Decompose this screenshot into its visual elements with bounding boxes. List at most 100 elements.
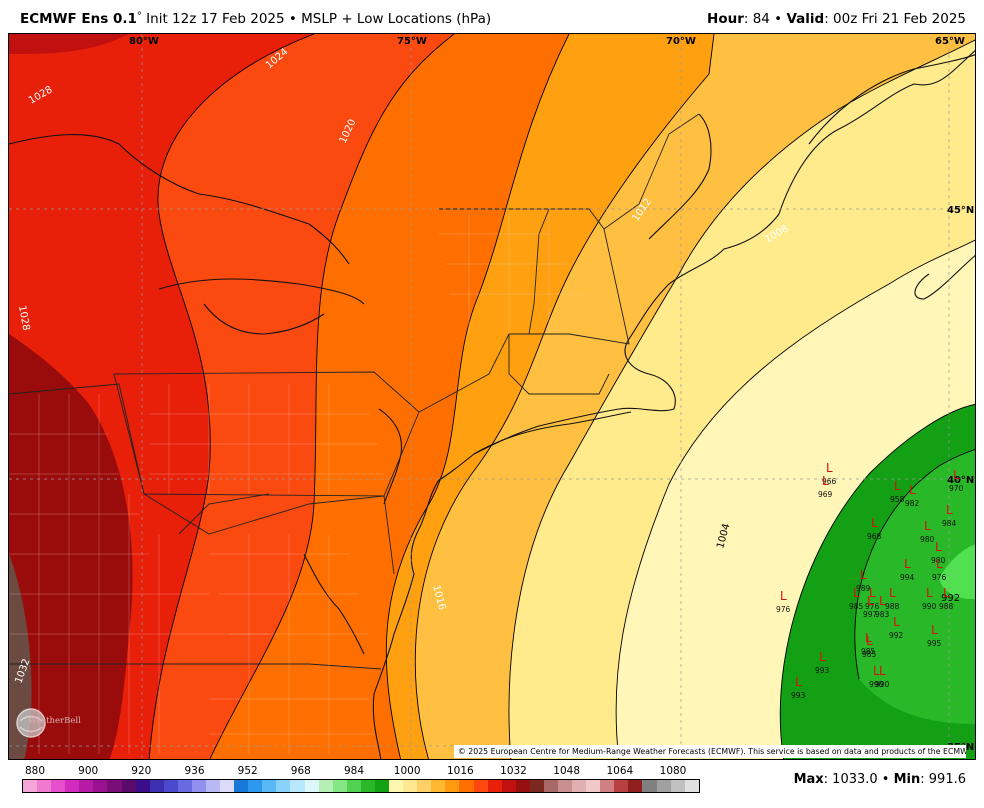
watermark-logo: WeatherBell bbox=[14, 705, 96, 741]
low-pressure-value: 980 bbox=[931, 556, 946, 565]
low-symbol: L bbox=[865, 631, 872, 645]
low-markers: L966L969L958L982L970L984L968L980L980L976… bbox=[776, 461, 964, 700]
low-pressure-value: 970 bbox=[949, 484, 964, 493]
color-scale-swatch bbox=[557, 780, 573, 792]
color-scale-swatch bbox=[37, 780, 52, 792]
watermark-globe-icon bbox=[16, 708, 46, 738]
low-pressure-value: 994 bbox=[900, 573, 915, 582]
init-description: Init 12z 17 Feb 2025 • MSLP + Low Locati… bbox=[141, 11, 492, 27]
color-scale-swatch bbox=[262, 780, 277, 792]
low-pressure-value: 976 bbox=[776, 605, 791, 614]
low-pressure-value: 989 bbox=[856, 584, 871, 593]
color-scale-tick: 936 bbox=[184, 765, 205, 777]
color-scale-swatch bbox=[586, 780, 601, 792]
low-symbol: L bbox=[819, 650, 826, 664]
color-scale-tick: 984 bbox=[343, 765, 365, 777]
color-scale-tick: 1032 bbox=[500, 765, 527, 777]
color-scale-bar bbox=[22, 779, 700, 793]
valid-value: : 00z Fri 21 Feb 2025 bbox=[824, 11, 966, 27]
color-scale-swatch bbox=[501, 780, 516, 792]
copyright-notice: © 2025 European Centre for Medium-Range … bbox=[454, 745, 966, 758]
low-symbol: L bbox=[935, 540, 942, 554]
color-scale-swatch bbox=[374, 780, 390, 792]
color-scale-swatch bbox=[431, 780, 446, 792]
chart-title: ECMWF Ens 0.1° Init 12z 17 Feb 2025 • MS… bbox=[20, 11, 491, 27]
low-symbol: L bbox=[795, 675, 802, 689]
isobar-label: 992 bbox=[941, 593, 960, 604]
low-center-inner bbox=[854, 449, 975, 724]
low-symbol: L bbox=[826, 461, 833, 475]
low-pressure-value: 966 bbox=[822, 477, 837, 486]
color-scale-swatch bbox=[93, 780, 108, 792]
color-scale-tick: 952 bbox=[237, 765, 258, 777]
color-scale-swatch bbox=[177, 780, 192, 792]
low-symbol: L bbox=[780, 589, 787, 603]
low-pressure-value: 958 bbox=[890, 495, 905, 504]
lon-label-65w: 65°W bbox=[935, 36, 965, 47]
color-scale-swatch bbox=[346, 780, 361, 792]
color-scale-tick: 1016 bbox=[446, 765, 474, 777]
county-borders bbox=[9, 214, 589, 754]
color-scale-swatch bbox=[628, 780, 643, 792]
low-symbol: L bbox=[936, 557, 943, 571]
color-scale-swatch bbox=[543, 780, 558, 792]
color-scale-swatch bbox=[529, 780, 544, 792]
max-label: Max bbox=[793, 772, 824, 787]
lon-label-80w: 80°W bbox=[129, 36, 159, 47]
band-1032 bbox=[9, 554, 32, 759]
low-symbol: L bbox=[860, 568, 867, 582]
color-scale-swatch bbox=[684, 780, 699, 792]
color-scale-swatch bbox=[515, 780, 530, 792]
low-pressure-value: 985 bbox=[849, 602, 864, 611]
color-scale-tick: 1000 bbox=[393, 765, 421, 777]
color-scale-tick: 900 bbox=[78, 765, 99, 777]
model-name: ECMWF Ens 0.1 bbox=[20, 11, 137, 27]
low-symbol: L bbox=[869, 586, 876, 600]
low-symbol: L bbox=[853, 586, 860, 600]
color-scale-swatch bbox=[149, 780, 164, 792]
band-1028-1032-south bbox=[9, 334, 133, 759]
color-scale-swatch bbox=[417, 780, 432, 792]
low-symbol: L bbox=[893, 615, 900, 629]
color-scale-tick: 1048 bbox=[553, 765, 581, 777]
color-scale-swatch bbox=[332, 780, 347, 792]
state-borders bbox=[9, 113, 700, 670]
map-canvas: 80°W 75°W 70°W 65°W 45°N 40°N 35°N 1028 … bbox=[9, 34, 975, 759]
color-scale-swatch bbox=[670, 780, 685, 792]
low-symbol: L bbox=[866, 634, 873, 648]
color-scale-swatch bbox=[206, 780, 221, 792]
valid-label: Valid bbox=[786, 11, 825, 27]
color-scale-swatch bbox=[51, 780, 66, 792]
lon-label-70w: 70°W bbox=[666, 36, 696, 47]
watermark-text: WeatherBell bbox=[28, 716, 81, 726]
low-pressure-value: 984 bbox=[942, 519, 957, 528]
color-scale-swatch bbox=[107, 780, 122, 792]
max-value: : 1033.0 • bbox=[823, 772, 894, 787]
low-symbol: L bbox=[873, 664, 880, 678]
low-pressure-value: 992 bbox=[889, 631, 904, 640]
isobar-label: 1028 bbox=[16, 305, 31, 332]
color-scale-swatch bbox=[642, 780, 657, 792]
color-scale-swatch bbox=[290, 780, 305, 792]
color-scale-swatch bbox=[121, 780, 136, 792]
low-pressure-value: 976 bbox=[865, 602, 880, 611]
low-pressure-value: 976 bbox=[932, 573, 947, 582]
color-scale-swatch bbox=[304, 780, 319, 792]
low-pressure-value: 968 bbox=[867, 532, 882, 541]
color-scale-tick: 920 bbox=[131, 765, 152, 777]
low-pressure-value: 980 bbox=[920, 535, 935, 544]
color-scale-swatch bbox=[445, 780, 460, 792]
color-scale-swatch bbox=[248, 780, 263, 792]
low-center-core bbox=[939, 544, 975, 600]
low-symbol: L bbox=[946, 503, 953, 517]
color-scale-swatch bbox=[600, 780, 615, 792]
color-scale-swatch bbox=[191, 780, 207, 792]
min-value: : 991.6 bbox=[920, 772, 966, 787]
lat-label-45n: 45°N bbox=[947, 205, 974, 216]
color-scale-swatch bbox=[220, 780, 235, 792]
hour-value: : 84 • bbox=[743, 11, 787, 27]
low-pressure-value: 990 bbox=[875, 680, 890, 689]
color-scale-swatch bbox=[403, 780, 418, 792]
low-symbol: L bbox=[822, 474, 829, 488]
low-symbol: L bbox=[889, 586, 896, 600]
